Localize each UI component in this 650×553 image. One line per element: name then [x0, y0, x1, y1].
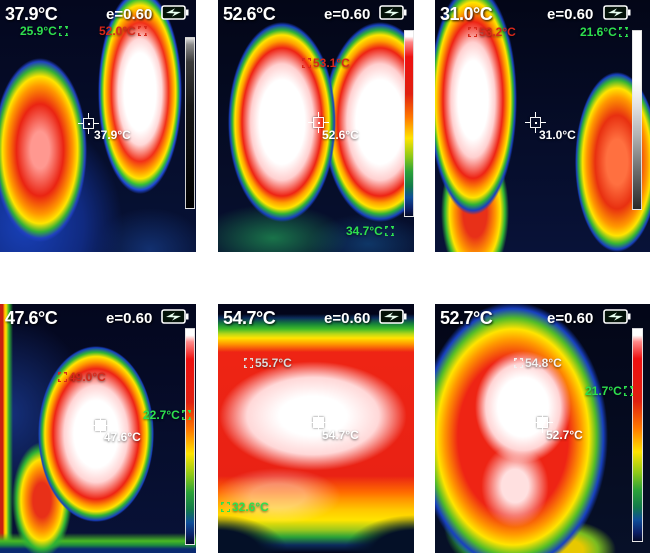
cursor-temp-label: 47.6°C — [104, 430, 141, 444]
spot-bracket-icon — [244, 358, 253, 368]
spot-bracket-icon — [302, 58, 311, 68]
hot-spot-temp: 55.7°C — [255, 356, 292, 370]
hot-spot-temp: 54.8°C — [525, 356, 562, 370]
cursor-temp-label: 52.7°C — [546, 428, 583, 442]
cursor-temp-label: 52.6°C — [322, 128, 359, 142]
spot-bracket-icon — [58, 26, 68, 36]
cold-spot-temp: 32.6°C — [232, 500, 269, 514]
cold-spot-label: 22.7°C — [143, 408, 191, 422]
cursor-temp-label: 37.9°C — [94, 128, 131, 142]
thermal-panel-top-right: 31.0°C e=0.60 53.2°C 21.6°C 31.0°C — [435, 0, 650, 252]
emissivity-value: e=0.60 — [547, 6, 594, 23]
spot-bracket-icon — [623, 386, 633, 396]
hot-spot-temp: 53.1°C — [313, 56, 350, 70]
thermal-panel-top-left: 37.9°C e=0.60 25.9°C 52.0°C 37.9°C — [0, 0, 196, 252]
emissivity-value: e=0.60 — [324, 310, 371, 327]
emissivity-value: e=0.60 — [106, 310, 153, 327]
battery-icon — [603, 5, 631, 20]
cold-spot-label: 21.7°C — [585, 384, 633, 398]
thermal-panel-bottom-left: 47.6°C e=0.60 49.0°C 22.7°C 47.6°C — [0, 304, 196, 553]
temperature-scale-bar — [632, 328, 643, 542]
spot-bracket-icon — [384, 226, 394, 236]
emissivity-value: e=0.60 — [106, 6, 153, 23]
emissivity-value: e=0.60 — [547, 310, 594, 327]
hot-spot-label: 54.8°C — [514, 356, 562, 370]
cursor-temp-label: 54.7°C — [322, 428, 359, 442]
spot-bracket-icon — [137, 26, 147, 36]
hot-spot-label: 52.0°C — [99, 24, 147, 38]
hot-spot-label: 53.2°C — [468, 25, 516, 39]
max-temp-reading: 47.6°C — [5, 308, 58, 328]
cold-spot-label: 34.7°C — [346, 224, 394, 238]
hot-spot-label: 53.1°C — [302, 56, 350, 70]
temperature-scale-bar — [632, 30, 642, 210]
spot-bracket-icon — [58, 372, 67, 382]
hot-spot-label: 55.7°C — [244, 356, 292, 370]
cursor-crosshair-icon — [525, 112, 546, 133]
cold-spot-temp: 25.9°C — [20, 24, 57, 38]
temperature-scale-bar — [404, 30, 414, 217]
hot-spot-label: 49.0°C — [58, 370, 106, 384]
cold-spot-temp: 21.6°C — [580, 25, 617, 39]
hot-spot-temp: 53.2°C — [479, 25, 516, 39]
battery-icon — [379, 309, 407, 324]
battery-icon — [161, 309, 189, 324]
spot-bracket-icon — [221, 502, 230, 512]
max-temp-reading: 37.9°C — [5, 4, 58, 24]
cold-spot-temp: 34.7°C — [346, 224, 383, 238]
max-temp-reading: 52.6°C — [223, 4, 276, 24]
cold-spot-label: 21.6°C — [580, 25, 628, 39]
max-temp-reading: 52.7°C — [440, 308, 493, 328]
battery-icon — [603, 309, 631, 324]
cursor-crosshair-icon — [78, 113, 99, 134]
cursor-crosshair-icon — [90, 415, 111, 436]
hot-spot-temp: 49.0°C — [69, 370, 106, 384]
cold-spot-temp: 21.7°C — [585, 384, 622, 398]
cursor-crosshair-icon — [308, 112, 329, 133]
cold-spot-temp: 22.7°C — [143, 408, 180, 422]
max-temp-reading: 54.7°C — [223, 308, 276, 328]
spot-bracket-icon — [514, 358, 523, 368]
spot-bracket-icon — [618, 27, 628, 37]
spot-bracket-icon — [468, 27, 477, 37]
thermal-panel-bottom-right: 52.7°C e=0.60 54.8°C 21.7°C 52.7°C — [435, 304, 650, 553]
temperature-scale-bar — [185, 37, 195, 209]
emissivity-value: e=0.60 — [324, 6, 371, 23]
temperature-scale-bar — [185, 328, 195, 545]
hot-spot-temp: 52.0°C — [99, 24, 136, 38]
cold-spot-label: 32.6°C — [221, 500, 269, 514]
spot-bracket-icon — [181, 410, 191, 420]
cold-spot-label: 25.9°C — [20, 24, 68, 38]
battery-icon — [379, 5, 407, 20]
max-temp-reading: 31.0°C — [440, 4, 493, 24]
cursor-crosshair-icon — [532, 412, 553, 433]
thermal-panel-bottom-center: 54.7°C e=0.60 55.7°C 32.6°C 54.7°C — [218, 304, 414, 553]
thermal-panel-top-center: 52.6°C e=0.60 53.1°C 34.7°C 52.6°C — [218, 0, 414, 252]
cursor-temp-label: 31.0°C — [539, 128, 576, 142]
battery-icon — [161, 5, 189, 20]
cursor-crosshair-icon — [308, 412, 329, 433]
